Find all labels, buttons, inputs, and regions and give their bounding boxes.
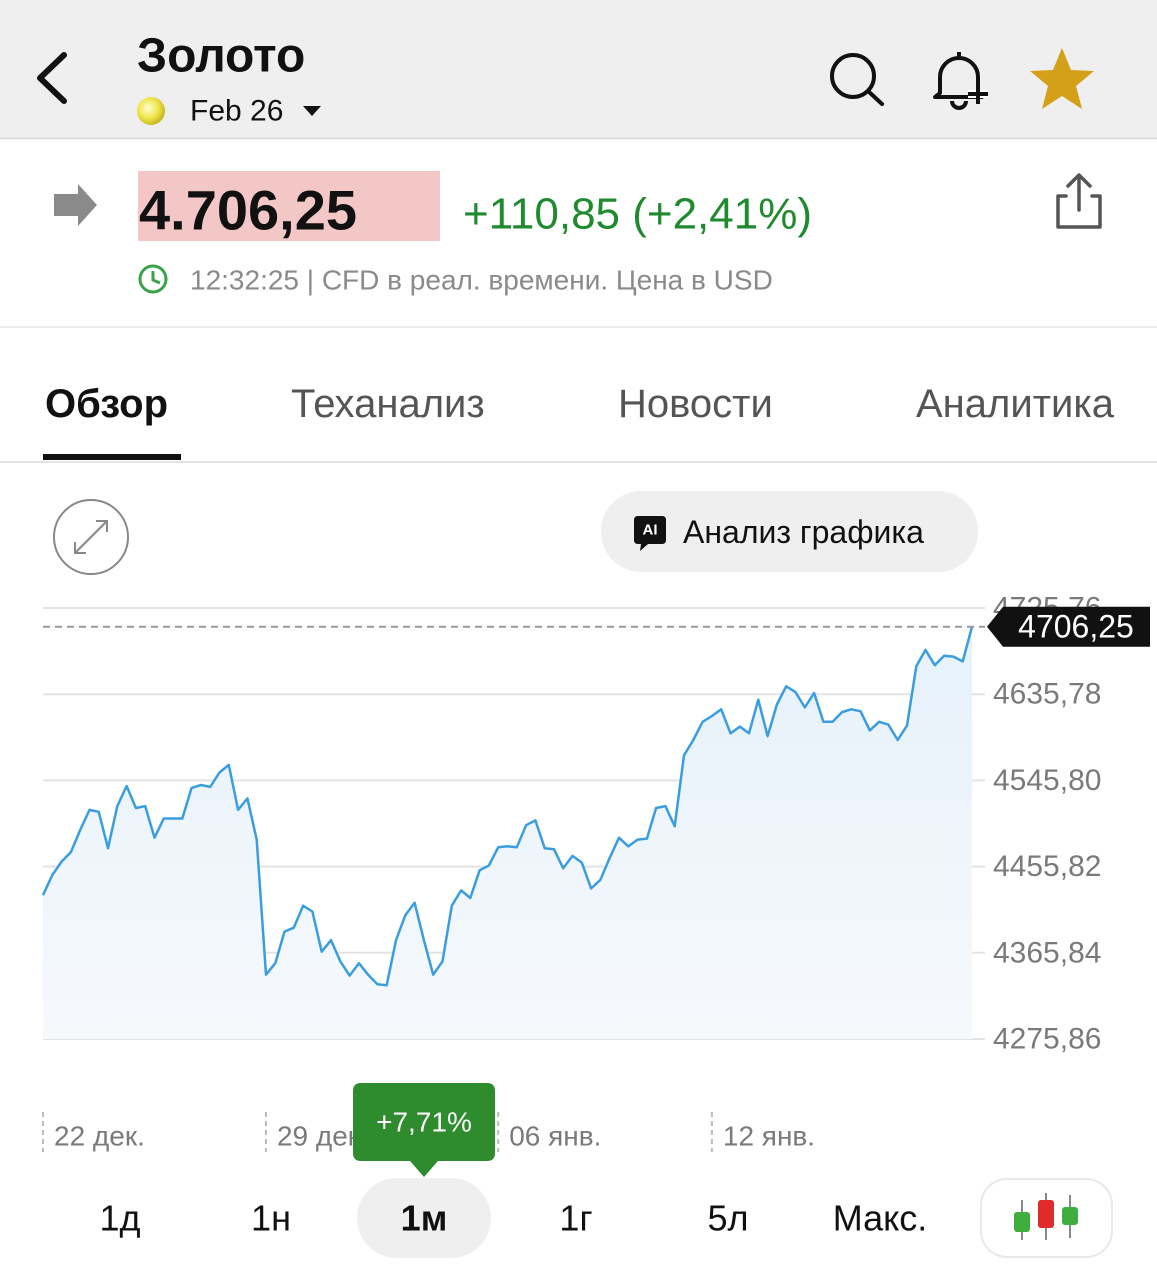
ai-button[interactable] [601,491,978,572]
ai-badge: AI [643,522,658,539]
alert-icon[interactable] [933,52,988,110]
period-option[interactable]: 5л [707,1198,748,1239]
candle-icon [1014,1193,1078,1240]
change-tooltip-bg [353,1083,495,1177]
contract-label[interactable]: Feb 26 [190,95,283,128]
x-tick-label: 12 янв. [723,1121,815,1152]
tab[interactable]: Теханализ [291,382,485,426]
y-tick-label: 4545,80 [993,764,1101,797]
selected-period-bg [357,1178,491,1258]
search-icon[interactable] [830,53,884,106]
header-bg [0,0,1157,138]
price-line [41,626,974,987]
favorite-star[interactable] [1030,48,1094,109]
current-price-label: 4706,25 [1018,609,1134,645]
tab[interactable]: Аналитика [916,382,1115,426]
tab[interactable]: Обзор [45,382,168,426]
current-price-tag [987,606,1150,647]
chart-type-button[interactable] [980,1178,1113,1258]
ai-button-label: Анализ графика [683,514,924,550]
period-option[interactable]: 1м [401,1198,448,1239]
price: 4.706,25 [139,179,357,242]
y-tick-label: 4365,84 [993,936,1101,969]
price-chart: 4275,864365,844455,824545,804635,784725,… [41,592,1150,1152]
x-tick-label: 22 дек. [54,1121,145,1152]
period-option[interactable]: Макс. [833,1198,928,1239]
period-option[interactable]: 1д [99,1198,140,1239]
contract-dropdown[interactable] [303,106,321,116]
ai-badge-bg [634,516,666,551]
tab[interactable]: Новости [618,382,773,426]
x-tick-label: 29 дек. [277,1121,368,1152]
back-button[interactable] [37,52,67,104]
y-tick-label: 4635,78 [993,678,1101,711]
contract-icon [137,97,165,125]
price-area [43,626,972,1039]
period-option[interactable]: 1г [559,1198,592,1239]
price-change: +110,85 (+2,41%) [463,190,812,239]
clock-icon [138,264,168,294]
y-tick-label: 4455,82 [993,850,1101,883]
trend-arrow [54,184,97,226]
period-option[interactable]: 1н [251,1198,291,1239]
active-tab-underline [43,454,181,460]
title: Золото [137,30,305,83]
share-icon[interactable] [1056,173,1102,229]
price-highlight [138,171,440,241]
change-tooltip: +7,71% [376,1107,472,1138]
period-selector: +7,71% 1д 1н 1м 1г 5л Макс. [99,1083,927,1239]
expand-button[interactable] [53,499,129,575]
x-tick-label: 06 янв. [509,1121,601,1152]
y-tick-label: 4275,86 [993,1023,1101,1056]
quote-time: 12:32:25 | CFD в реал. времени. Цена в U… [190,265,773,296]
